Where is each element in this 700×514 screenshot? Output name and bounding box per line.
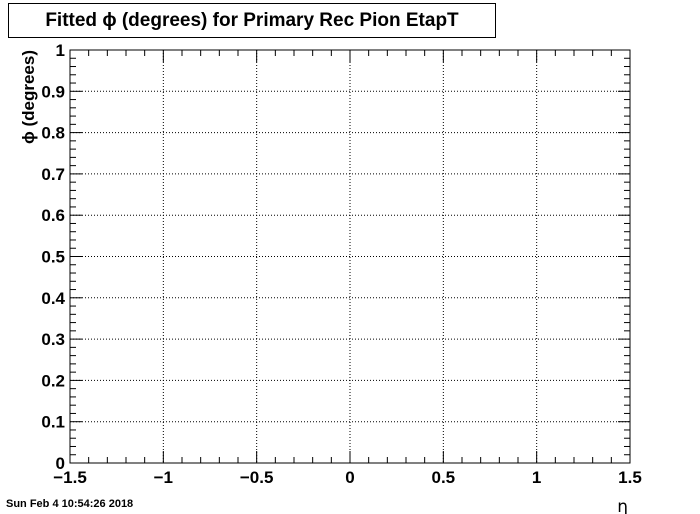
y-tick-label: 0 [56, 454, 65, 473]
y-tick-label: 0.8 [41, 124, 65, 143]
x-tick-label: 0 [345, 468, 354, 487]
y-tick-label: 0.2 [41, 371, 65, 390]
grid-lines [70, 50, 630, 463]
tick-labels: −1.5 −1 −0.5 0 0.5 1 1.5 0 0.1 0.2 0.3 0.4 0.5 0.6 0.7… [41, 41, 641, 487]
y-tick-label: 0.1 [41, 413, 65, 432]
x-tick-label: 1.5 [618, 468, 642, 487]
y-axis-label: ϕ (degrees) [19, 50, 38, 144]
chart-title: Fitted ϕ (degrees) for Primary Rec Pion … [8, 3, 496, 38]
x-tick-label: −0.5 [240, 468, 274, 487]
x-tick-label: −1.5 [53, 468, 87, 487]
x-tick-label: 1 [532, 468, 541, 487]
y-tick-label: 0.4 [41, 289, 65, 308]
y-tick-label: 0.5 [41, 248, 65, 267]
chart-title-text: Fitted ϕ (degrees) for Primary Rec Pion … [45, 9, 459, 31]
x-tick-label: 0.5 [432, 468, 456, 487]
timestamp: Sun Feb 4 10:54:26 2018 [6, 498, 134, 510]
y-tick-label: 1 [56, 41, 65, 60]
y-tick-label: 0.6 [41, 206, 65, 225]
axis-ticks [69, 49, 631, 464]
y-tick-label: 0.7 [41, 165, 65, 184]
y-tick-label: 0.3 [41, 330, 65, 349]
x-axis-label: η [617, 497, 628, 514]
y-tick-label: 0.9 [41, 82, 65, 101]
x-tick-label: −1 [154, 468, 173, 487]
